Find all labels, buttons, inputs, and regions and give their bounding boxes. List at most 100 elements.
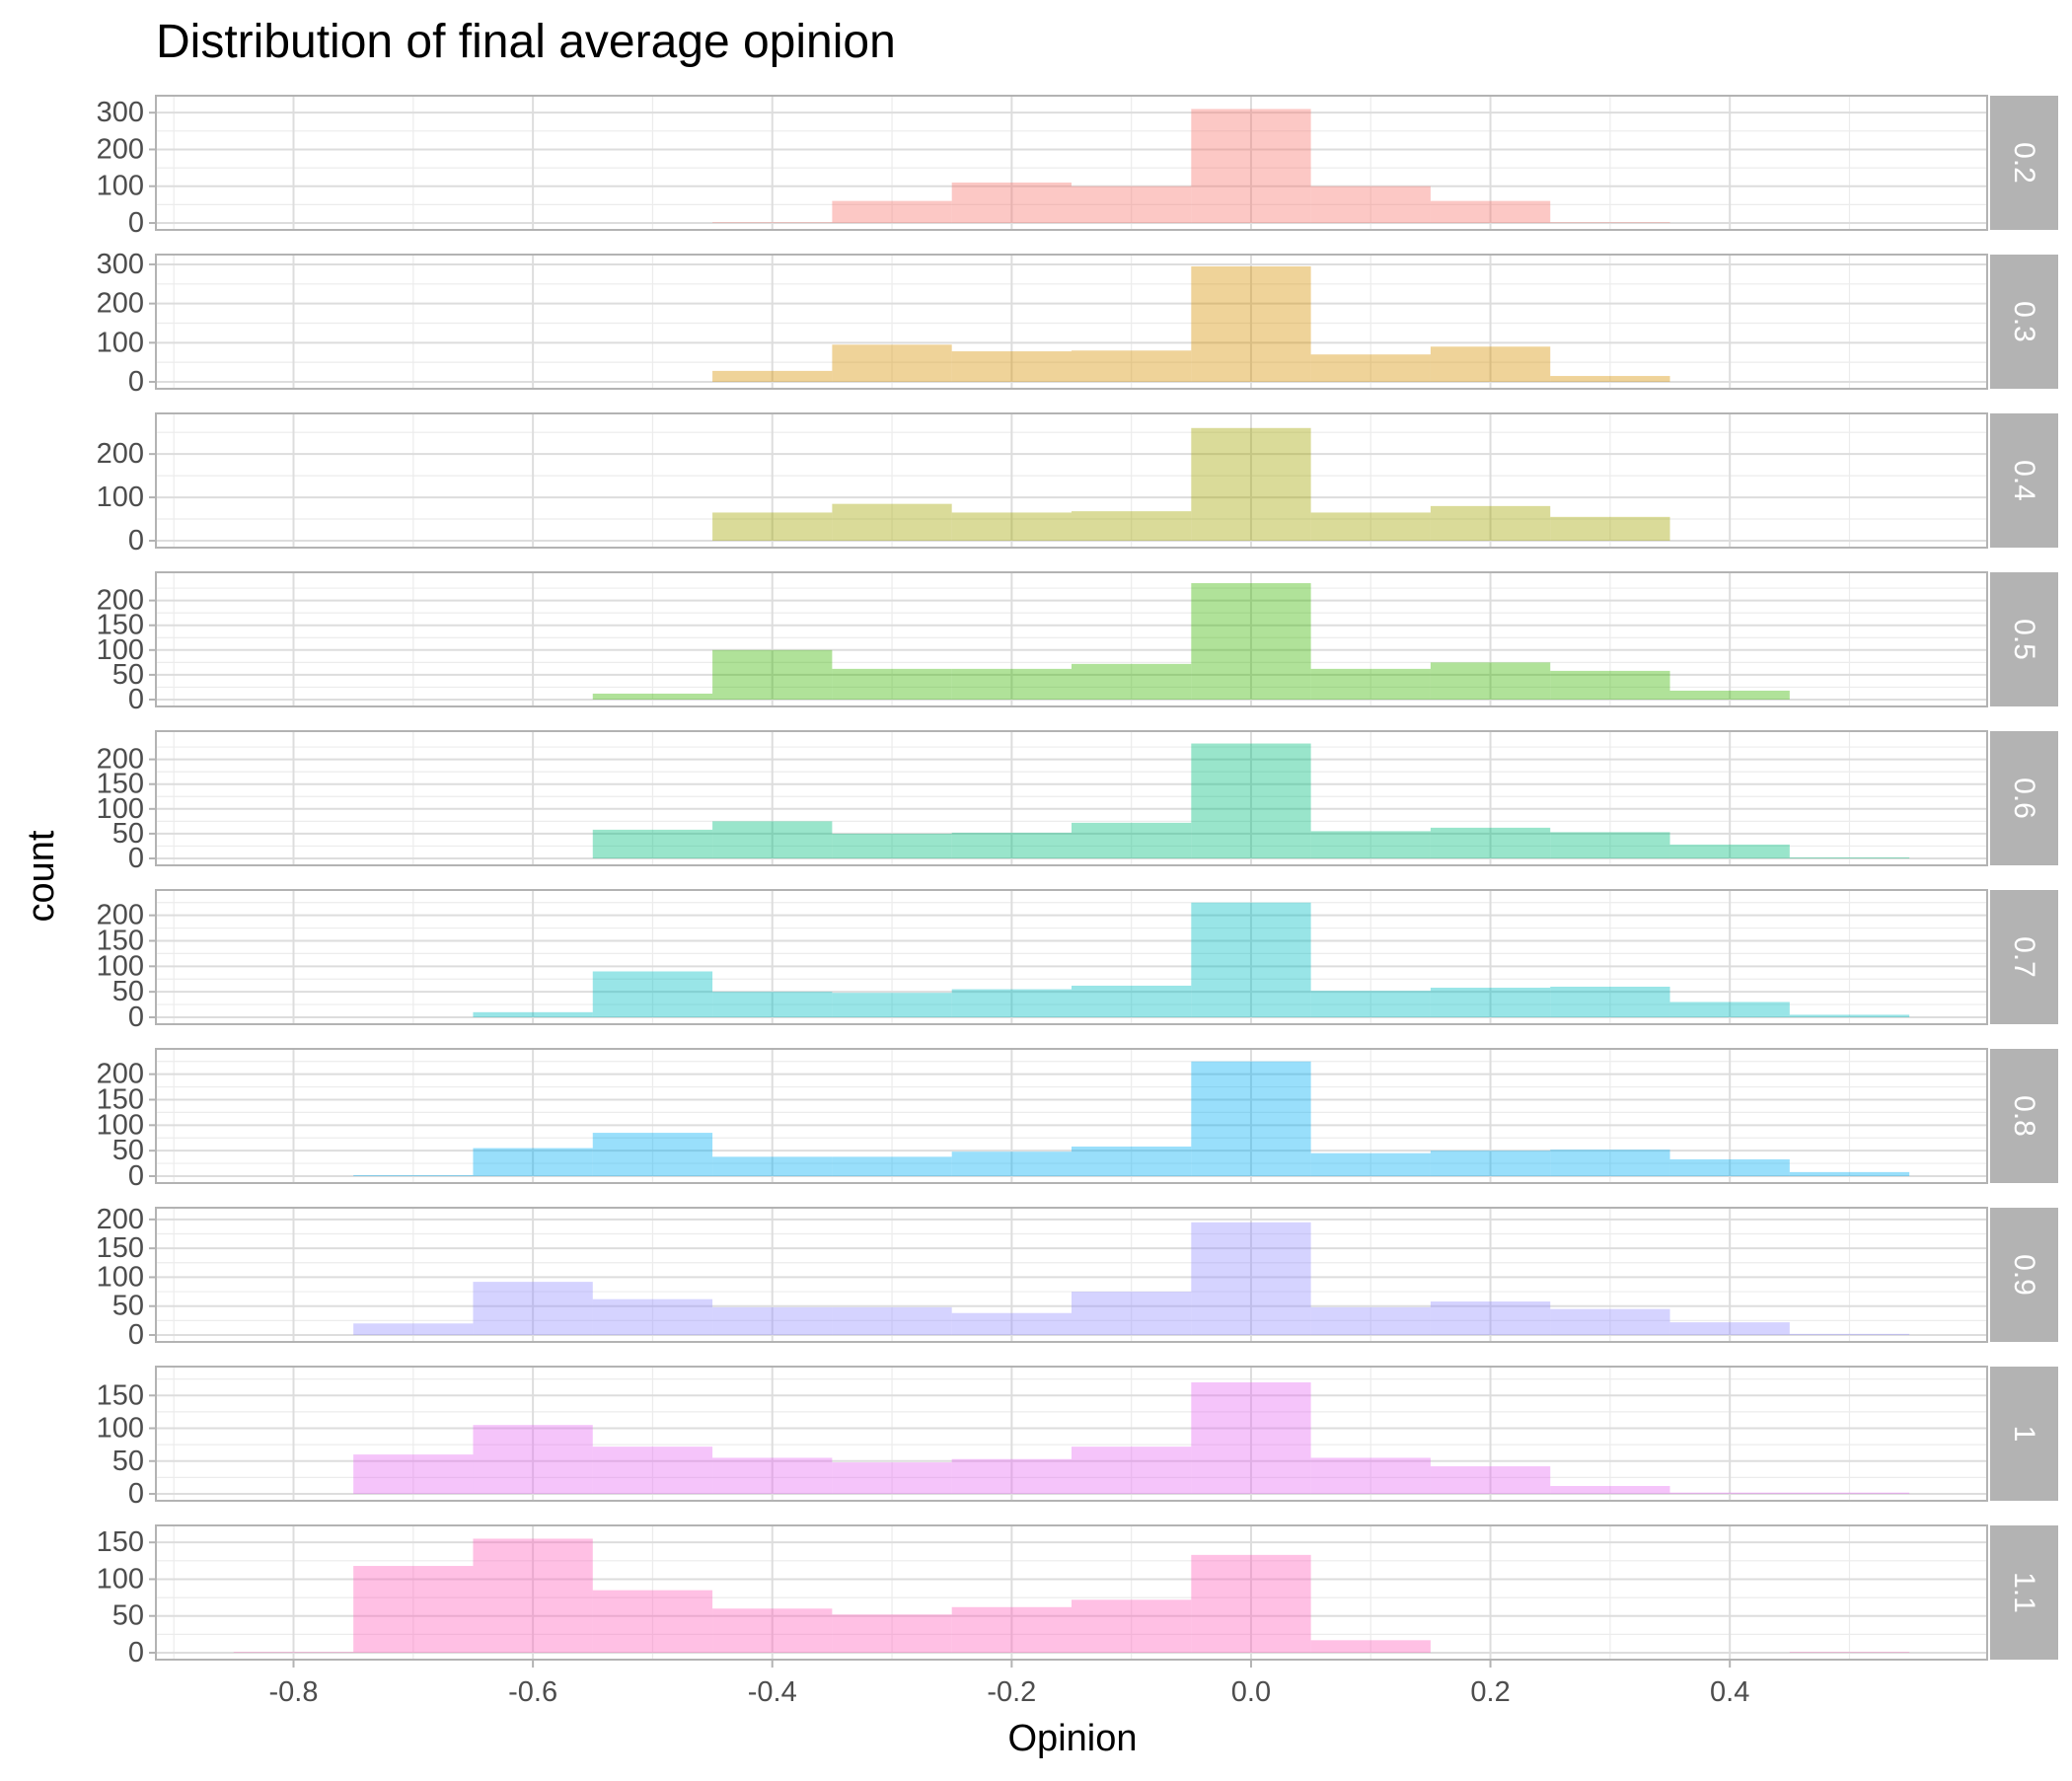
histogram-bar (1550, 1486, 1670, 1494)
panel-border (155, 1366, 1988, 1502)
y-axis-label: count (21, 830, 62, 922)
histogram-bar (1310, 831, 1431, 858)
histogram-bar (1550, 376, 1670, 382)
histogram-bar (951, 832, 1072, 858)
facet-strip (1990, 1525, 2058, 1660)
histogram-bar (951, 183, 1072, 223)
histogram-bar (951, 512, 1072, 541)
histogram-bar (1430, 662, 1551, 700)
histogram-bar (712, 992, 833, 1017)
histogram-bar (1430, 346, 1551, 382)
y-tick-label: 200 (97, 1059, 144, 1090)
y-tick-label: 50 (112, 976, 144, 1007)
histogram-bar (712, 370, 833, 382)
y-tick-label: 50 (112, 1291, 144, 1322)
histogram-bar (951, 1458, 1072, 1494)
facet-strip (1990, 1208, 2058, 1342)
facet-strip (1990, 572, 2058, 706)
panel-border (155, 1048, 1988, 1184)
histogram-bar (473, 1282, 593, 1335)
histogram-bar (1310, 1152, 1431, 1176)
histogram-bar (1789, 1171, 1910, 1176)
y-tick-label: 150 (97, 1232, 144, 1264)
y-tick-label: 200 (97, 900, 144, 931)
histogram-bar (1310, 186, 1431, 223)
facet-panel-0.3: 0 100 200 300 0.3 (97, 249, 2058, 398)
histogram-bar (1310, 1457, 1431, 1494)
histogram-bar (1669, 1322, 1790, 1335)
y-tick-label: 100 (97, 1109, 144, 1141)
histogram-bar (951, 1151, 1072, 1176)
y-tick-label: 200 (97, 1204, 144, 1235)
histogram-bar (712, 512, 833, 541)
histogram-bar (951, 668, 1072, 700)
y-tick-label: 100 (97, 1261, 144, 1293)
histogram-bar (1191, 109, 1311, 223)
y-tick-label: 200 (97, 585, 144, 617)
histogram-bar (712, 1608, 833, 1653)
histogram-bar (1789, 1652, 1910, 1653)
histogram-bar (353, 1566, 474, 1653)
histogram-bar (1072, 1599, 1192, 1653)
histogram-bar (712, 1457, 833, 1494)
histogram-bar (1550, 516, 1670, 541)
histogram-bar (353, 1174, 474, 1176)
facet-strip (1990, 890, 2058, 1024)
y-tick-label: 100 (97, 327, 144, 358)
facet-panel-0.2: 0 100 200 300 0.2 (97, 95, 2058, 239)
y-tick-label: 0 (128, 1478, 144, 1510)
histogram-bar (353, 1454, 474, 1494)
facet-strip-label: 0.3 (2008, 301, 2040, 342)
histogram-bar (1072, 1447, 1192, 1494)
y-tick-label: 0 (128, 1002, 144, 1033)
histogram-bar (951, 351, 1072, 382)
histogram-bar (1669, 1158, 1790, 1176)
y-tick-label: 100 (97, 482, 144, 513)
histogram-bar (1430, 1150, 1551, 1176)
histogram-bar (1310, 512, 1431, 541)
y-tick-label: 150 (97, 1379, 144, 1411)
y-tick-label: 50 (112, 659, 144, 691)
histogram-bar (832, 1614, 952, 1653)
y-tick-label: 200 (97, 438, 144, 470)
histogram-bar (473, 1538, 593, 1653)
histogram-bar (592, 1299, 713, 1335)
histogram-bar (1430, 505, 1551, 541)
histogram-bar (832, 1462, 952, 1494)
histogram-bar (712, 1156, 833, 1176)
facet-strip (1990, 255, 2058, 389)
histogram-bar (1550, 222, 1670, 223)
x-tick-label: -0.2 (987, 1676, 1036, 1708)
facet-strip (1990, 731, 2058, 865)
facet-strip-label: 0.8 (2008, 1095, 2040, 1137)
y-tick-label: 0 (128, 843, 144, 874)
histogram-bar (832, 344, 952, 382)
histogram-bar (712, 649, 833, 700)
panel-border (155, 412, 1988, 549)
histogram-bar (832, 200, 952, 223)
x-tick-label: 0.4 (1710, 1676, 1749, 1708)
histogram-bar (1072, 350, 1192, 382)
histogram-bar (1550, 670, 1670, 700)
y-tick-label: 200 (97, 744, 144, 776)
y-tick-label: 300 (97, 249, 144, 280)
histogram-bar (1789, 1492, 1910, 1494)
histogram-bar (592, 1133, 713, 1176)
facet-strip-label: 0.9 (2008, 1254, 2040, 1296)
histogram-bar (1430, 988, 1551, 1017)
histogram-bar (832, 1306, 952, 1335)
histogram-bar (1789, 856, 1910, 858)
histogram-bar (473, 1148, 593, 1176)
facet-strip-label: 0.4 (2008, 460, 2040, 501)
histogram-bar (1072, 511, 1192, 541)
histogram-bar (1191, 265, 1311, 382)
y-tick-label: 50 (112, 1600, 144, 1632)
histogram-bar (1072, 985, 1192, 1017)
histogram-bar (712, 1306, 833, 1335)
facet-strip-label: 0.5 (2008, 619, 2040, 660)
y-tick-label: 0 (128, 684, 144, 715)
